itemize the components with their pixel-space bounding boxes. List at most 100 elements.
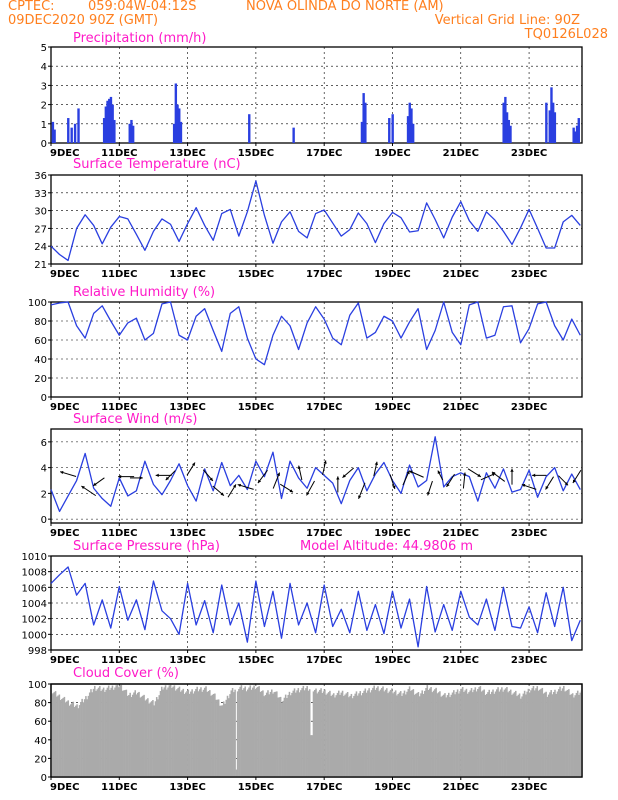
temp-ytick-label: 30 (34, 207, 47, 218)
cloud-bar (541, 687, 544, 777)
temp-xtick-label: 23DEC (511, 269, 547, 280)
wind-arrow-head (60, 470, 64, 475)
cloud-bar (66, 701, 68, 777)
rh-xtick-label: 15DEC (238, 402, 274, 413)
cloud-bar (324, 689, 326, 777)
precip-ytick-label: 3 (41, 81, 47, 92)
rh-frame (50, 301, 583, 398)
wind-arrow (297, 465, 303, 481)
rh-xtick-label: 11DEC (101, 402, 137, 413)
wind-arrow-head (139, 476, 143, 480)
cloud-bar (159, 690, 162, 777)
cloud-bar (166, 689, 168, 777)
cloud-bar (160, 686, 163, 777)
cloud-bar (157, 699, 159, 777)
cloud-bar (518, 693, 521, 777)
cloud-bar (345, 693, 348, 777)
wind-arrow-head (93, 482, 97, 486)
wind-arrow (165, 470, 176, 481)
wind-arrow-head (336, 476, 340, 480)
cloud-bar (364, 688, 367, 777)
cloud-bar (51, 694, 53, 777)
precip-bar (113, 119, 116, 143)
cloud-bar (265, 692, 268, 777)
cloud-bar (442, 694, 445, 777)
cloud-bar (198, 689, 201, 777)
cloud-bar (520, 698, 522, 777)
wind-arrow (279, 483, 294, 493)
temp-xtick-label: 21DEC (443, 269, 479, 280)
cloud-xtick-label: 9DEC (50, 782, 79, 793)
cloud-bar (496, 689, 498, 777)
cloud-bar (530, 690, 532, 777)
cloud-bar (125, 689, 128, 777)
cloud-bar (413, 694, 416, 777)
cloud-bar (451, 692, 454, 777)
pressure-title: Surface Pressure (hPa) (73, 539, 220, 554)
rh-ytick-label: 0 (41, 393, 47, 404)
cloud-bar (317, 691, 320, 777)
cloud-bar (512, 693, 515, 777)
cloud-bar (154, 701, 157, 777)
wind-arrow-head (81, 486, 85, 490)
cloud-bar (482, 690, 484, 777)
cloud-bar (437, 692, 440, 777)
wind-arrow (467, 468, 482, 478)
cloud-bar (391, 688, 393, 777)
cloud-bar (453, 690, 455, 777)
cloud-bar (426, 685, 429, 777)
cloud-bar (235, 769, 238, 777)
cloud-ytick-label: 40 (34, 736, 47, 747)
wind-arrow-head (209, 477, 213, 481)
cloud-bar (73, 706, 76, 777)
cloud-bar (501, 687, 503, 777)
cloud-bar (110, 687, 112, 777)
cloud-bar (130, 697, 133, 777)
wind-arrow (306, 480, 315, 496)
precip-bar (408, 102, 411, 143)
cloud-bar (162, 689, 164, 777)
temp-xtick-label: 13DEC (169, 269, 205, 280)
cloud-bar (373, 685, 375, 777)
cloud-bar (498, 691, 501, 777)
cloud-bar (249, 685, 252, 777)
cloud-bar (445, 697, 448, 777)
cloud-bar (454, 694, 456, 777)
cloud-bar (71, 703, 73, 777)
cloud-bar (340, 692, 343, 777)
cloud-bar (301, 688, 303, 777)
wind-xtick-label: 9DEC (50, 528, 79, 539)
cloud-bar (90, 689, 92, 777)
cloud-bar (349, 695, 351, 777)
cloud-bar (306, 686, 308, 777)
cloud-bar (278, 697, 281, 777)
cloud-bar (517, 694, 520, 777)
cloud-bar (135, 694, 138, 777)
wind-arrow-head (289, 489, 294, 493)
precip-ytick-label: 1 (41, 120, 47, 131)
cloud-bar (86, 699, 88, 777)
cloud-bar (92, 688, 95, 777)
cloud-bar (401, 695, 403, 777)
temp-xtick-label: 11DEC (101, 269, 137, 280)
cloud-bar (474, 687, 477, 777)
cloud-bar (210, 695, 212, 777)
cloud-bar (142, 695, 144, 777)
cloud-bar (254, 689, 257, 777)
cloud-bar (372, 687, 374, 777)
cloud-bar (499, 689, 502, 777)
cloud-bar (450, 694, 453, 777)
cloud-bar (105, 689, 107, 777)
cloud-bar (252, 687, 254, 777)
cloud-bar (268, 694, 271, 777)
wind-arrow (521, 483, 537, 490)
cloud-bar (485, 693, 488, 777)
cloud-bar (557, 689, 560, 777)
cloud-bar (172, 686, 174, 777)
cloud-bar (383, 691, 386, 777)
cloud-bar (277, 697, 279, 777)
precip-bar (102, 118, 106, 143)
precip-ytick-label: 5 (41, 43, 47, 54)
cloud-bar (378, 691, 381, 777)
cloud-bar (397, 693, 399, 777)
